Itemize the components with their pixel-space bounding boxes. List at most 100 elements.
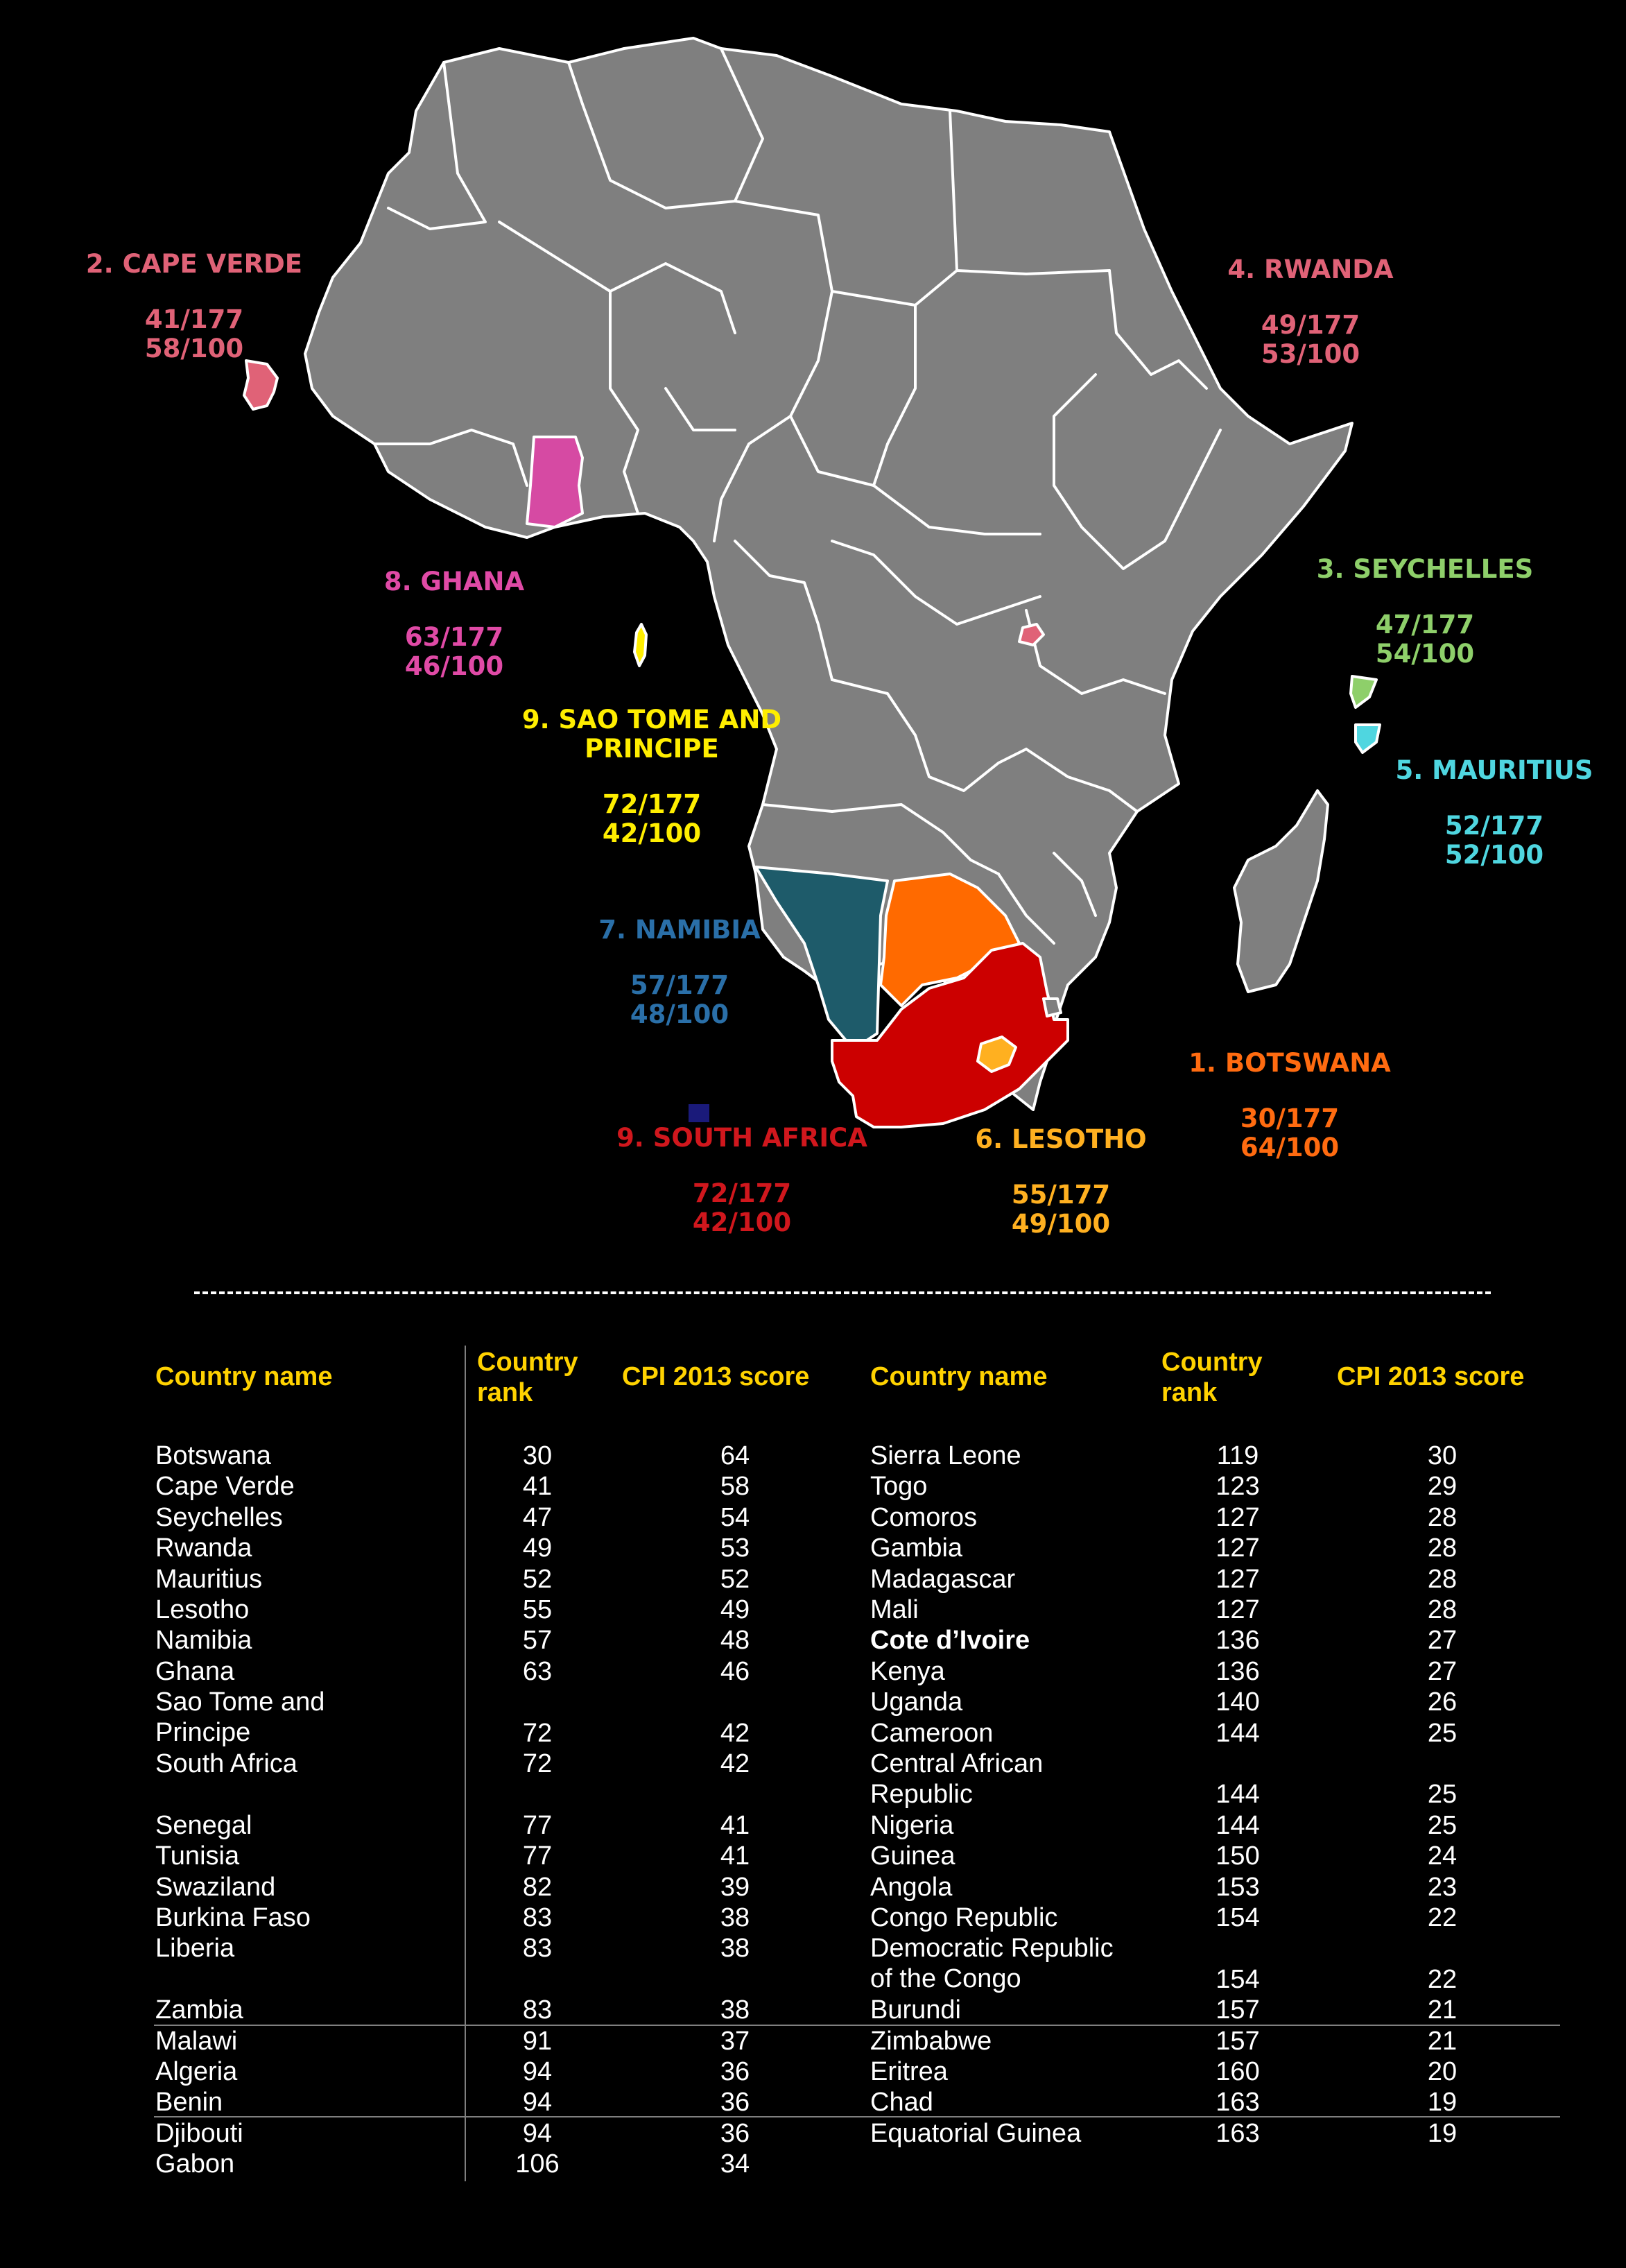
country-rank-cell: 154: [1216, 1903, 1260, 1932]
cpi-score-cell: 30: [1427, 1441, 1458, 1470]
cpi-score-cell: 24: [1427, 1841, 1458, 1871]
callout-botswana: 1. BOTSWANA 30/177 64/100: [1165, 1049, 1415, 1162]
callout-ghana: 8. GHANA 63/177 46/100: [326, 567, 582, 681]
cpi-score-cell: 25: [1427, 1718, 1458, 1748]
country-name-cell: Burundi: [870, 1995, 961, 2025]
internal-borders: [373, 47, 1222, 945]
cape-verde-shape: [243, 359, 279, 411]
callout-name: 5. MAURITIUS: [1395, 755, 1593, 785]
callout-rank: 30/177: [1240, 1103, 1340, 1133]
country-name-cell: Kenya: [870, 1656, 945, 1686]
callout-rank: 72/177: [602, 789, 702, 819]
africa-map: [243, 37, 1381, 1128]
country-name-cell: Gambia: [870, 1534, 963, 1563]
country-rank-cell: 136: [1216, 1626, 1260, 1656]
cpi-score-cell: 25: [1427, 1810, 1458, 1840]
country-rank-cell: 127: [1216, 1595, 1260, 1624]
callout-cape-verde: 2. CAPE VERDE 41/177 58/100: [69, 250, 319, 363]
country-name-cell: Botswana: [155, 1441, 271, 1470]
country-name-cell: Cote d’Ivoire: [870, 1626, 1030, 1656]
cpi-score-cell: 23: [1427, 1872, 1458, 1902]
cpi-score-cell: 28: [1427, 1564, 1458, 1594]
callout-rank: 63/177: [404, 622, 504, 652]
callout-rank: 52/177: [1444, 811, 1544, 841]
country-rank-cell: 123: [1216, 1472, 1260, 1502]
country-name-cell: Liberia: [155, 1934, 235, 1964]
small-island-marker: [689, 1104, 709, 1122]
country-rank-cell: 144: [1216, 1718, 1260, 1748]
callout-rwanda: 4. RWANDA 49/177 53/100: [1186, 255, 1435, 369]
country-name-cell: Algeria: [155, 2057, 238, 2086]
callout-score: 46/100: [404, 651, 504, 681]
country-name-cell: Angola: [870, 1872, 953, 1902]
callout-mauritius: 5. MAURITIUS 52/177 52/100: [1373, 756, 1616, 870]
callout-name: 1. BOTSWANA: [1188, 1048, 1391, 1078]
country-rank-cell: 94: [522, 2088, 553, 2117]
country-name-cell: Madagascar: [870, 1564, 1016, 1594]
country-rank-cell: 106: [515, 2149, 560, 2179]
cpi-score-cell: 41: [720, 1841, 750, 1871]
callout-rank: 57/177: [630, 970, 729, 1000]
country-rank-cell: 91: [522, 2026, 553, 2056]
cpi-score-cell: 21: [1427, 2026, 1458, 2056]
header-country-name-right: Country name: [870, 1362, 1048, 1391]
country-name-cell: Seychelles: [155, 1502, 283, 1532]
country-rank-cell: 144: [1216, 1780, 1260, 1810]
cpi-score-cell: 42: [720, 1718, 750, 1748]
callout-name: 2. CAPE VERDE: [85, 249, 303, 279]
country-rank-cell: 94: [522, 2057, 553, 2086]
country-name-cell: Swaziland: [155, 1872, 276, 1902]
country-name-cell: Congo Republic: [870, 1903, 1058, 1932]
header-cpi-score-left: CPI 2013 score: [622, 1362, 810, 1391]
header-country-rank-left: Country rank: [477, 1348, 578, 1407]
country-name-cell: South Africa: [155, 1749, 297, 1778]
callout-score: 58/100: [144, 334, 244, 363]
callout-name: 7. NAMIBIA: [598, 915, 761, 945]
callout-name: 9. SAO TOME AND PRINCIPE: [521, 705, 782, 764]
rwanda-shape: [1018, 623, 1045, 646]
country-name-cell: Mali: [870, 1595, 919, 1624]
country-name-cell: Cameroon: [870, 1718, 994, 1748]
callout-sao-tome: 9. SAO TOME AND PRINCIPE 72/177 42/100: [513, 705, 790, 848]
country-name-cell: Guinea: [870, 1841, 955, 1871]
cpi-score-cell: 49: [720, 1595, 750, 1624]
callout-score: 49/100: [1011, 1209, 1111, 1239]
country-name-cell: Sierra Leone: [870, 1441, 1021, 1470]
madagascar: [1233, 789, 1329, 993]
country-name-cell: Benin: [155, 2088, 223, 2117]
cpi-score-cell: 28: [1427, 1534, 1458, 1563]
country-rank-cell: 63: [522, 1656, 553, 1686]
callout-rank: 49/177: [1261, 310, 1360, 340]
country-rank-cell: 150: [1216, 1841, 1260, 1871]
cpi-score-cell: 29: [1427, 1472, 1458, 1502]
country-name-cell: Gabon: [155, 2149, 235, 2179]
country-rank-cell: 52: [522, 1564, 553, 1594]
cpi-score-cell: 64: [720, 1441, 750, 1470]
cpi-score-cell: 20: [1427, 2057, 1458, 2086]
cpi-score-cell: 19: [1427, 2088, 1458, 2117]
callout-rank: 41/177: [144, 304, 244, 334]
cpi-score-cell: 41: [720, 1810, 750, 1840]
cpi-score-cell: 36: [720, 2088, 750, 2117]
country-rank-cell: 136: [1216, 1656, 1260, 1686]
country-name-cell: Djibouti: [155, 2118, 243, 2148]
cpi-score-cell: 38: [720, 1903, 750, 1932]
cpi-score-cell: 52: [720, 1564, 750, 1594]
sao-tome-shape: [633, 623, 648, 667]
country-rank-cell: 55: [522, 1595, 553, 1624]
cpi-score-cell: 25: [1427, 1780, 1458, 1810]
cpi-score-cell: 22: [1427, 1903, 1458, 1932]
callout-score: 53/100: [1261, 339, 1360, 369]
seychelles-shape: [1349, 675, 1378, 709]
country-name-cell: Burkina Faso: [155, 1903, 311, 1932]
callout-name: 6. LESOTHO: [975, 1124, 1147, 1154]
country-rank-cell: 163: [1216, 2088, 1260, 2117]
country-name-cell: Democratic Republic of the Congo: [870, 1934, 1114, 1994]
cpi-score-cell: 34: [720, 2149, 750, 2179]
country-rank-cell: 154: [1216, 1964, 1260, 1994]
country-name-cell: Ghana: [155, 1656, 235, 1686]
country-rank-cell: 160: [1216, 2057, 1260, 2086]
callout-score: 54/100: [1375, 639, 1475, 669]
country-name-cell: Comoros: [870, 1502, 978, 1532]
country-name-cell: Equatorial Guinea: [870, 2118, 1082, 2148]
